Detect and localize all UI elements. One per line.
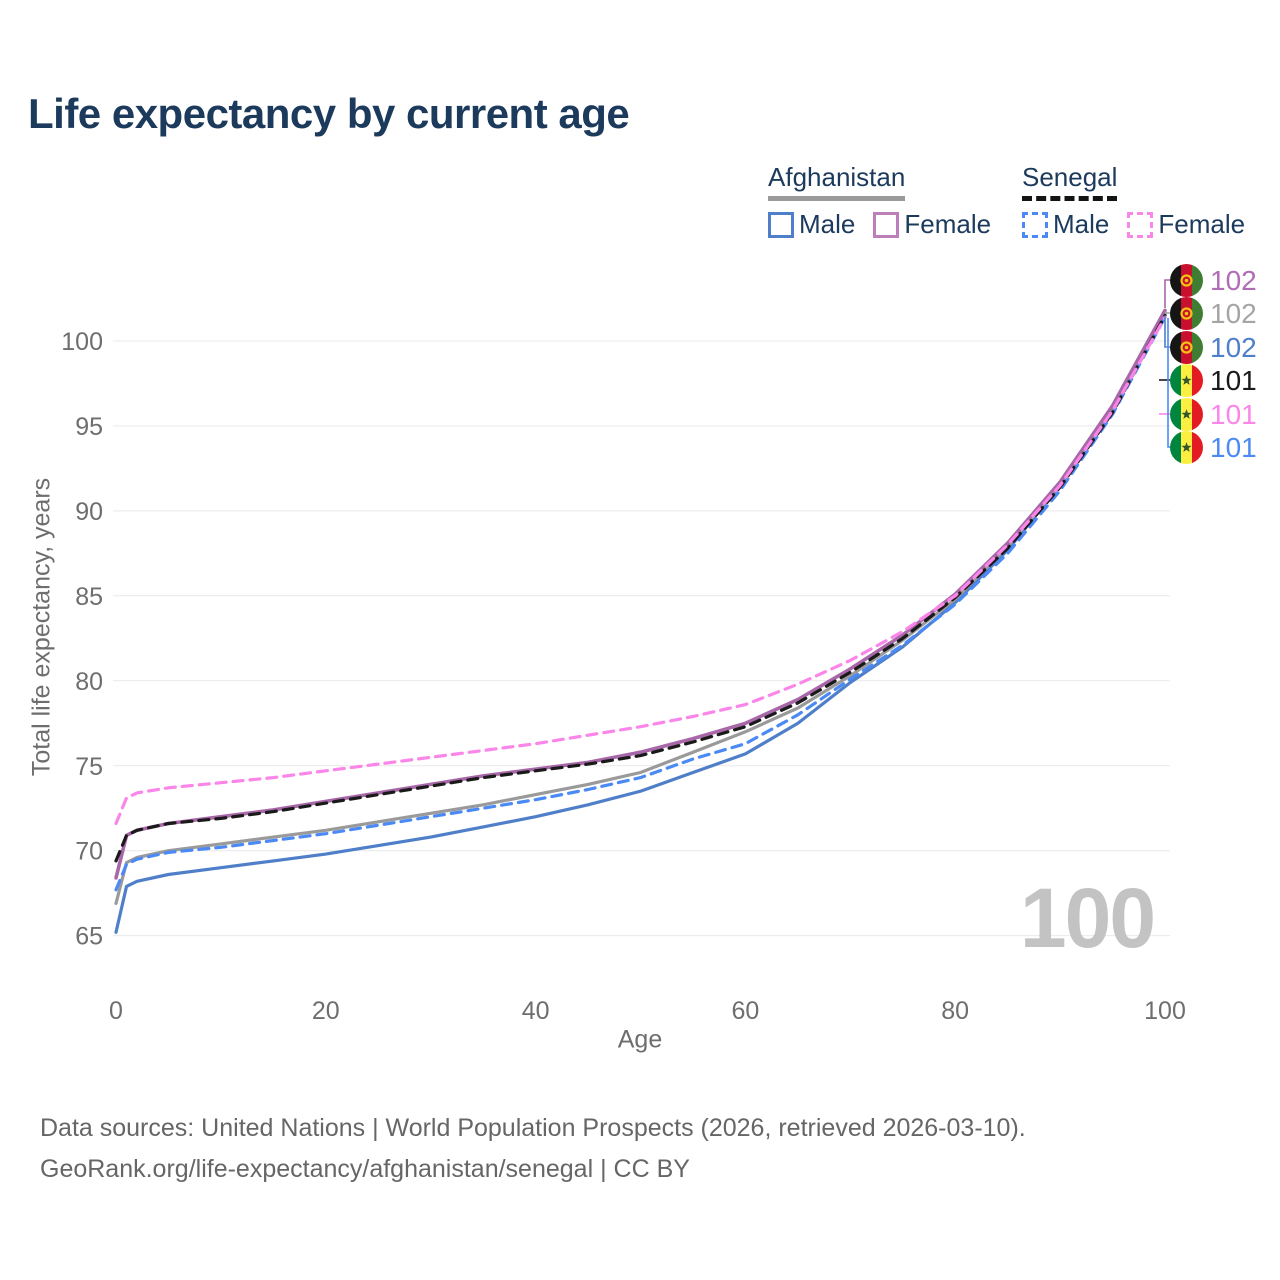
senegal-flag-icon	[1170, 397, 1203, 431]
series-line-afghanistan-both-sexes[interactable]	[114, 310, 1167, 905]
afghanistan-flag-icon	[1170, 330, 1203, 364]
legend-label-afghanistan-female: Female	[904, 209, 992, 239]
end-label-value: 102	[1210, 297, 1257, 329]
legend-label-afghanistan-male: Male	[799, 209, 856, 239]
series-line-afghanistan-male[interactable]	[114, 312, 1167, 934]
y-tick-label-75: 75	[75, 753, 103, 781]
series-line-senegal-male[interactable]	[114, 315, 1167, 892]
age-watermark: 100	[1020, 871, 1154, 965]
legend-label-senegal-male: Male	[1053, 209, 1110, 239]
footer-data-sources: Data sources: United Nations | World Pop…	[40, 1114, 1026, 1142]
legend-item-senegal-female[interactable]: Female	[1127, 209, 1245, 240]
y-tick-label-85: 85	[75, 583, 103, 611]
end-label-row-senegal-female: 101	[1170, 397, 1257, 431]
end-label-value: 101	[1210, 431, 1257, 463]
footer-georank-link[interactable]: GeoRank.org/life-expectancy/afghanistan/…	[40, 1155, 690, 1183]
x-tick-label-60: 60	[731, 997, 759, 1025]
footer: Data sources: United Nations | World Pop…	[40, 1108, 1026, 1190]
legend-item-afghanistan-female[interactable]: Female	[873, 209, 991, 240]
x-tick-label-20: 20	[312, 997, 340, 1025]
afghanistan-flag-icon	[1170, 296, 1203, 330]
senegal-flag-icon	[1170, 363, 1203, 397]
legend-label-senegal-female: Female	[1158, 209, 1246, 239]
end-label-value: 101	[1210, 364, 1257, 396]
y-tick-label-70: 70	[75, 838, 103, 866]
afghanistan-female-swatch-icon	[873, 211, 900, 238]
leader-line-0	[1164, 279, 1170, 308]
x-tick-label-80: 80	[941, 997, 969, 1025]
x-axis-title: Age	[617, 1025, 663, 1054]
afghanistan-male-swatch-icon	[768, 211, 794, 238]
chart-title: Life expectancy by current age	[28, 90, 630, 137]
end-label-row-afghanistan-female: 102	[1170, 263, 1257, 297]
series-line-senegal-female[interactable]	[114, 315, 1167, 826]
end-label-value: 101	[1210, 398, 1257, 430]
end-label-row-afghanistan-male: 102	[1170, 330, 1257, 364]
leader-line-5	[1167, 318, 1170, 448]
end-label-value: 102	[1210, 331, 1257, 363]
x-tick-label-40: 40	[522, 997, 550, 1025]
legend-country-afghanistan[interactable]: Afghanistan	[768, 162, 906, 201]
senegal-flag-icon	[1170, 430, 1203, 464]
x-tick-label-0: 0	[109, 997, 123, 1025]
senegal-female-swatch-icon	[1127, 211, 1154, 238]
y-tick-label-90: 90	[75, 498, 103, 526]
y-tick-label-95: 95	[75, 413, 103, 441]
legend-group-senegal: Senegal Male Female	[1022, 162, 1245, 240]
y-tick-label-100: 100	[61, 328, 103, 356]
end-label-row-senegal-both-sexes: 101	[1170, 363, 1257, 397]
legend-country-senegal[interactable]: Senegal	[1022, 162, 1118, 201]
end-label-row-senegal-male: 101	[1170, 430, 1257, 464]
x-tick-label-100: 100	[1144, 997, 1186, 1025]
end-label-row-afghanistan-both-sexes: 102	[1170, 296, 1257, 330]
y-tick-label-80: 80	[75, 668, 103, 696]
series-line-senegal-both-sexes[interactable]	[114, 313, 1167, 863]
afghanistan-flag-icon	[1170, 263, 1203, 297]
legend-item-afghanistan-male[interactable]: Male	[768, 209, 855, 240]
end-label-value: 102	[1210, 264, 1257, 296]
legend-item-senegal-male[interactable]: Male	[1022, 209, 1109, 240]
legend-group-afghanistan: Afghanistan Male Female	[768, 162, 991, 240]
y-tick-label-65: 65	[75, 923, 103, 951]
senegal-male-swatch-icon	[1022, 211, 1048, 238]
